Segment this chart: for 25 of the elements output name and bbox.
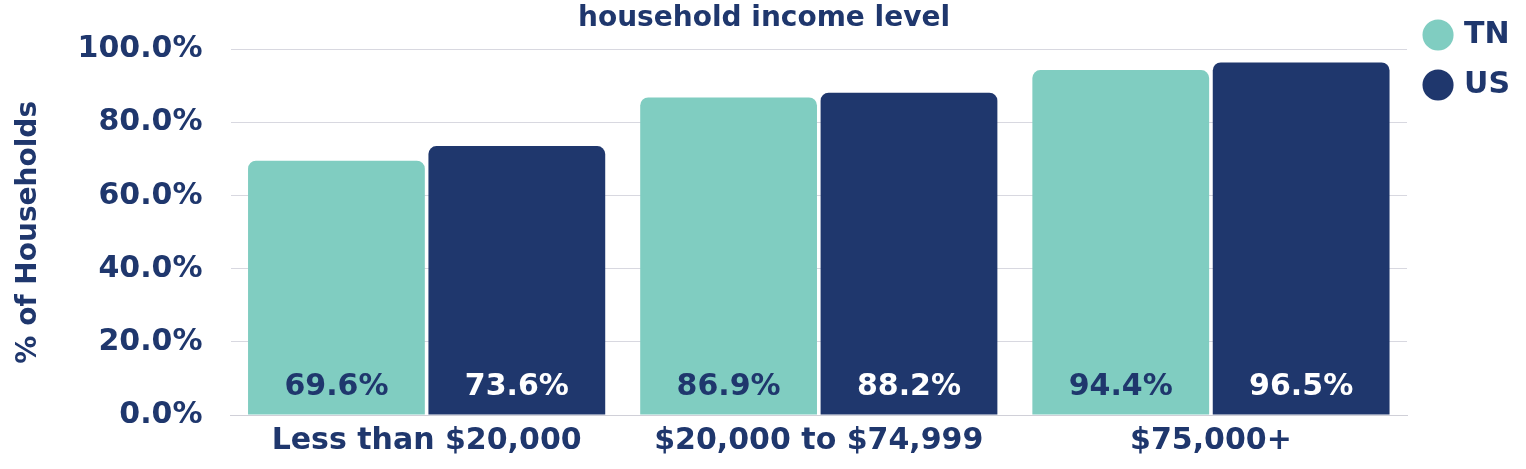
data-label: 73.6%	[464, 367, 569, 403]
bar	[640, 97, 817, 415]
bar	[428, 146, 606, 415]
y-tick-label: 0.0%	[119, 394, 203, 430]
chart-title: household income level	[577, 0, 951, 34]
data-label: 69.6%	[284, 367, 389, 403]
y-tick-label: 60.0%	[98, 175, 203, 211]
x-tick-label: $20,000 to $74,999	[654, 420, 984, 456]
bar	[248, 160, 425, 415]
legend-label: TN	[1464, 14, 1510, 50]
y-tick-label: 20.0%	[98, 321, 203, 357]
y-tick-label: 80.0%	[98, 102, 203, 138]
data-label: 86.9%	[676, 367, 781, 403]
bar	[1032, 70, 1210, 415]
data-label: 88.2%	[856, 367, 962, 403]
bar	[820, 92, 998, 415]
y-tick-label: 40.0%	[98, 248, 203, 284]
x-tick-label: $75,000+	[1130, 420, 1292, 456]
data-label: 94.4%	[1068, 367, 1173, 403]
bar	[1212, 62, 1390, 415]
legend-label: US	[1464, 64, 1510, 100]
y-tick-label: 100.0%	[77, 29, 203, 65]
x-tick-label: Less than $20,000	[271, 420, 582, 456]
data-label: 96.5%	[1249, 367, 1354, 403]
y-axis-title: % of Households	[10, 100, 44, 364]
